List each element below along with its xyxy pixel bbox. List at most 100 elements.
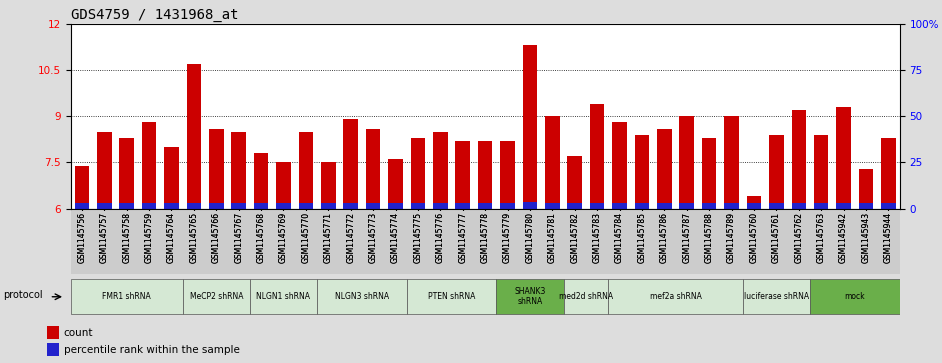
Text: GSM1145765: GSM1145765 [189,212,199,263]
FancyBboxPatch shape [743,279,810,314]
Text: GSM1145764: GSM1145764 [167,212,176,263]
Bar [187,204,202,209]
Bar [881,138,896,209]
Text: GSM1145785: GSM1145785 [638,212,646,263]
Text: GSM1145756: GSM1145756 [77,212,87,263]
Bar [365,129,381,209]
Text: GSM1145944: GSM1145944 [884,212,893,263]
Bar [523,45,537,209]
Text: GSM1145767: GSM1145767 [235,212,243,263]
Text: GSM1145773: GSM1145773 [368,212,378,263]
Text: NLGN3 shRNA: NLGN3 shRNA [334,292,389,301]
Bar [232,203,246,209]
Bar [209,129,223,209]
Bar [702,204,717,209]
Bar [455,204,470,209]
Text: GSM1145777: GSM1145777 [458,212,467,263]
Text: GSM1145782: GSM1145782 [570,212,579,263]
Bar [590,204,605,209]
Text: GSM1145943: GSM1145943 [862,212,870,263]
Text: GSM1145771: GSM1145771 [324,212,333,263]
Bar [299,131,313,209]
Text: GSM1145758: GSM1145758 [122,212,131,263]
Text: GSM1145776: GSM1145776 [436,212,445,263]
Bar [724,204,739,209]
Text: GSM1145766: GSM1145766 [212,212,220,263]
Text: mef2a shRNA: mef2a shRNA [650,292,702,301]
Text: GSM1145776: GSM1145776 [436,212,445,263]
Text: GSM1145942: GSM1145942 [839,212,848,263]
Bar [164,204,179,209]
Text: count: count [64,327,93,338]
Bar [612,204,626,209]
Text: GSM1145943: GSM1145943 [862,212,870,263]
Text: GSM1145787: GSM1145787 [682,212,691,263]
Text: percentile rank within the sample: percentile rank within the sample [64,344,239,355]
Text: GSM1145772: GSM1145772 [347,212,355,263]
Text: GSM1145788: GSM1145788 [705,212,714,263]
Text: protocol: protocol [4,290,43,300]
Bar [545,204,560,209]
Text: GSM1145944: GSM1145944 [884,212,893,263]
Text: GSM1145769: GSM1145769 [279,212,288,263]
Bar [881,204,896,209]
Text: GSM1145774: GSM1145774 [391,212,400,263]
Text: GSM1145783: GSM1145783 [593,212,602,263]
Text: GSM1145759: GSM1145759 [144,212,154,263]
FancyBboxPatch shape [250,279,317,314]
Bar [388,204,403,209]
Text: GSM1145761: GSM1145761 [771,212,781,263]
Bar [344,119,358,209]
Bar [747,196,761,209]
Text: GSM1145761: GSM1145761 [771,212,781,263]
Bar [142,122,156,209]
Text: GSM1145771: GSM1145771 [324,212,333,263]
Text: med2d shRNA: med2d shRNA [559,292,613,301]
Bar [71,211,900,274]
Text: GSM1145779: GSM1145779 [503,212,512,263]
Text: FMR1 shRNA: FMR1 shRNA [103,292,151,301]
Bar [455,141,470,209]
FancyBboxPatch shape [810,279,900,314]
Text: GSM1145784: GSM1145784 [615,212,624,263]
Bar [276,204,291,209]
FancyBboxPatch shape [71,279,183,314]
Text: GSM1145788: GSM1145788 [705,212,714,263]
Text: GSM1145777: GSM1145777 [458,212,467,263]
FancyBboxPatch shape [407,279,496,314]
Bar [433,204,447,209]
Bar [859,204,873,209]
Text: GSM1145942: GSM1145942 [839,212,848,263]
Text: GSM1145770: GSM1145770 [301,212,311,263]
Text: NLGN1 shRNA: NLGN1 shRNA [256,292,311,301]
Bar [411,204,425,209]
FancyBboxPatch shape [183,279,250,314]
Bar [321,204,335,209]
Bar [545,116,560,209]
Bar [791,204,806,209]
Text: GSM1145766: GSM1145766 [212,212,220,263]
Text: GSM1145759: GSM1145759 [144,212,154,263]
Bar [612,122,626,209]
Text: GSM1145763: GSM1145763 [817,212,826,263]
Text: GSM1145786: GSM1145786 [659,212,669,263]
Bar [344,204,358,209]
Text: GSM1145780: GSM1145780 [526,212,534,263]
Bar [187,64,202,209]
Text: luciferase shRNA: luciferase shRNA [744,292,809,301]
Text: GSM1145781: GSM1145781 [548,212,557,263]
Bar [47,343,58,356]
Text: SHANK3
shRNA: SHANK3 shRNA [514,287,545,306]
Text: GSM1145785: GSM1145785 [638,212,646,263]
Bar [836,107,851,209]
Bar [232,131,246,209]
Text: GSM1145780: GSM1145780 [526,212,534,263]
Text: GSM1145789: GSM1145789 [727,212,736,263]
Bar [814,135,828,209]
Text: GSM1145757: GSM1145757 [100,212,108,263]
Bar [365,204,381,209]
Bar [859,168,873,209]
Text: GSM1145775: GSM1145775 [414,212,422,263]
Text: PTEN shRNA: PTEN shRNA [428,292,475,301]
Bar [679,116,694,209]
